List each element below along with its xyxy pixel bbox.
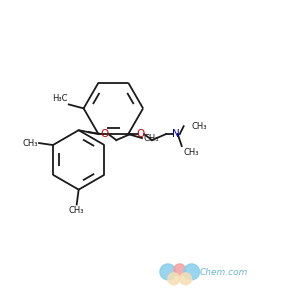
Text: CH₃: CH₃ <box>184 148 199 157</box>
Text: H₃C: H₃C <box>52 94 68 103</box>
Text: Chem.com: Chem.com <box>200 268 248 278</box>
Circle shape <box>168 273 180 285</box>
Text: O: O <box>100 129 109 139</box>
Text: CH₃: CH₃ <box>22 139 38 148</box>
Text: O: O <box>136 129 144 139</box>
Text: CH₃: CH₃ <box>69 206 84 215</box>
Text: N: N <box>172 129 180 139</box>
Text: CH₃: CH₃ <box>192 122 207 131</box>
Circle shape <box>184 264 200 280</box>
Circle shape <box>174 264 186 276</box>
Text: CH₃: CH₃ <box>143 134 159 142</box>
Circle shape <box>180 273 192 285</box>
Circle shape <box>160 264 176 280</box>
